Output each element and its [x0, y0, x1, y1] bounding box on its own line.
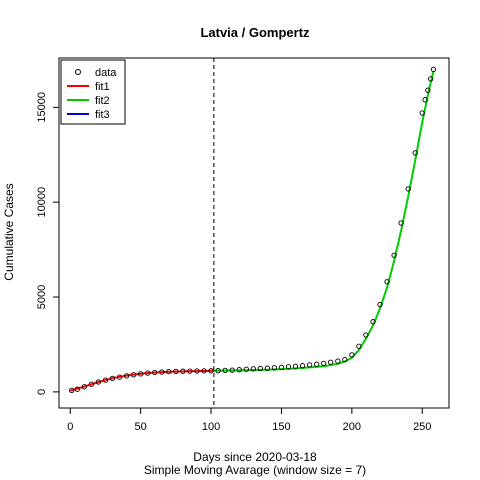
x-tick-label: 100	[202, 421, 220, 433]
data-point	[278, 364, 285, 371]
data-point	[152, 369, 158, 376]
y-axis-label: Cumulative Cases	[2, 183, 16, 280]
data-point	[243, 366, 249, 372]
x-axis-label: Days since 2020-03-18	[193, 450, 317, 464]
legend-label-fit2: fit2	[95, 95, 110, 107]
data-point	[81, 384, 87, 390]
data-point	[292, 363, 299, 369]
chart-title: Latvia / Gompertz	[200, 25, 310, 40]
data-point	[222, 367, 228, 374]
data-point	[95, 379, 102, 385]
x-tick-label: 200	[343, 421, 361, 433]
x-axis-sublabel: Simple Moving Avarage (window size = 7)	[144, 463, 366, 477]
data-point	[201, 368, 207, 374]
data-point	[349, 352, 355, 358]
data-point	[328, 359, 334, 365]
series-line-fit1	[70, 369, 214, 392]
y-tick-label: 10000	[36, 187, 48, 218]
data-point	[422, 97, 428, 103]
data-point	[356, 343, 362, 349]
data-point	[88, 381, 95, 387]
data-point	[173, 368, 179, 375]
data-point	[285, 364, 292, 370]
data-point	[363, 332, 369, 338]
data-point	[215, 368, 221, 374]
data-point	[208, 368, 214, 374]
data-point	[180, 368, 186, 374]
data-point	[405, 186, 411, 192]
data-point	[299, 363, 306, 369]
data-point	[257, 365, 263, 372]
legend-marker-data	[75, 69, 81, 75]
data-point	[102, 377, 109, 383]
data-point	[306, 362, 313, 368]
x-tick-label: 0	[67, 421, 73, 433]
data-point	[130, 372, 137, 378]
data-point	[187, 368, 193, 374]
data-point	[370, 319, 376, 325]
data-point	[166, 368, 172, 375]
x-tick-label: 150	[272, 421, 290, 433]
y-tick-label: 0	[36, 389, 48, 395]
data-point	[391, 252, 397, 258]
plot-frame	[58, 57, 450, 409]
data-point	[116, 374, 123, 380]
data-point	[412, 150, 418, 156]
y-tick-label: 5000	[36, 285, 48, 309]
data-point	[194, 368, 200, 374]
data-point	[321, 360, 327, 367]
data-point	[145, 370, 151, 376]
data-point	[430, 66, 437, 73]
series-line-fit2	[213, 71, 435, 372]
legend-label-fit1: fit1	[95, 81, 110, 93]
data-point	[398, 220, 404, 226]
data-point	[335, 358, 341, 364]
data-point	[123, 373, 130, 379]
data-point	[425, 87, 431, 93]
data-point	[314, 361, 320, 367]
data-point	[271, 365, 278, 371]
data-point	[342, 356, 348, 363]
legend-label-fit3: fit3	[95, 109, 110, 121]
data-point	[384, 279, 390, 285]
data-point	[109, 375, 116, 382]
legend-label-data: data	[95, 67, 117, 79]
legend: data fit1 fit2 fit3	[60, 59, 126, 125]
y-tick-label: 15000	[36, 92, 48, 123]
x-tick-label: 50	[135, 421, 147, 433]
x-tick-label: 250	[413, 421, 431, 433]
data-point	[250, 366, 256, 372]
data-point	[428, 76, 434, 82]
data-point	[138, 371, 144, 377]
data-point	[74, 386, 80, 392]
x-axis: 0 50 100 150 200 250	[67, 408, 431, 433]
data-point	[236, 367, 242, 373]
data-point	[69, 387, 75, 394]
y-axis: 0 5000 10000 15000	[36, 92, 59, 395]
data-point	[159, 369, 165, 375]
plot-area	[58, 57, 450, 409]
data-point	[419, 110, 425, 116]
data-point	[264, 365, 271, 371]
data-point	[377, 301, 383, 308]
data-point	[229, 367, 235, 373]
